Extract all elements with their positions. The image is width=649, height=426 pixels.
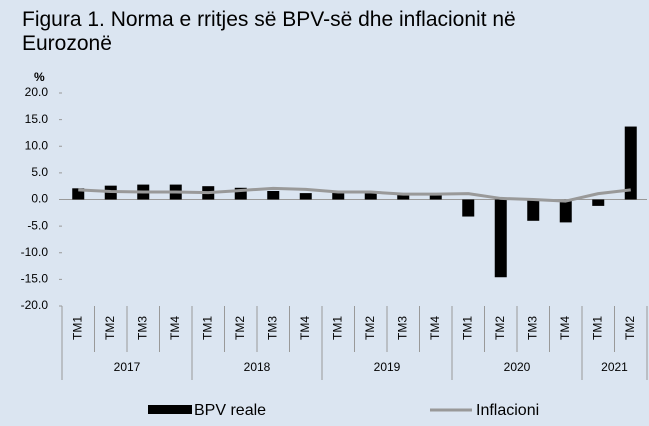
x-tick-label: TM3 <box>525 316 539 340</box>
bar <box>624 126 637 200</box>
x-tick-label: TM1 <box>590 316 604 340</box>
bar <box>527 199 540 221</box>
bar <box>234 187 247 200</box>
x-tick-label: TM4 <box>428 316 442 340</box>
bar <box>364 192 377 200</box>
x-tick-label: TM3 <box>395 316 409 340</box>
x-tick-label: TM4 <box>558 316 572 340</box>
x-tick-label: TM1 <box>330 316 344 340</box>
x-tick-label: TM2 <box>233 316 247 340</box>
x-tick-label: TM1 <box>460 316 474 340</box>
x-tick-label: TM3 <box>265 316 279 340</box>
bar <box>267 190 280 200</box>
x-tick-label: TM2 <box>363 316 377 340</box>
x-tick-label: TM4 <box>298 316 312 340</box>
y-unit: % <box>34 70 45 84</box>
bar <box>494 199 507 278</box>
y-tick-label: -10.0 <box>21 245 49 259</box>
y-tick-label: -20.0 <box>21 298 49 312</box>
legend-swatch <box>148 405 192 414</box>
y-tick-label: -5.0 <box>27 218 48 232</box>
bar <box>332 191 345 200</box>
chart-title: Figura 1. Norma e rritjes së BPV-së dhe … <box>22 8 516 55</box>
bar <box>299 193 312 200</box>
bar <box>72 188 85 200</box>
x-tick-label: TM3 <box>135 316 149 340</box>
y-tick-label: 5.0 <box>31 165 48 179</box>
group-label: 2020 <box>504 360 531 374</box>
bar <box>592 199 605 206</box>
group-label: 2018 <box>244 360 271 374</box>
y-tick-label: 15.0 <box>25 112 49 126</box>
y-tick-label: 20.0 <box>25 85 49 99</box>
line <box>78 186 631 203</box>
x-tick-label: TM4 <box>168 316 182 340</box>
legend-label: Inflacioni <box>476 402 539 419</box>
bar <box>559 199 572 223</box>
legend-label: BPV reale <box>194 402 266 419</box>
x-tick-label: TM1 <box>70 316 84 340</box>
x-tick-label: TM2 <box>103 316 117 340</box>
y-tick-label: 10.0 <box>25 138 49 152</box>
x-tick-label: TM1 <box>200 316 214 340</box>
bar <box>462 199 475 217</box>
x-tick-label: TM2 <box>623 316 637 340</box>
y-tick-label: -15.0 <box>21 272 49 286</box>
bar <box>429 194 442 200</box>
x-tick-label: TM2 <box>493 316 507 340</box>
y-tick-label: 0.0 <box>31 192 48 206</box>
bar <box>397 194 410 200</box>
group-label: 2021 <box>601 360 628 374</box>
group-label: 2017 <box>114 360 141 374</box>
group-label: 2019 <box>374 360 401 374</box>
